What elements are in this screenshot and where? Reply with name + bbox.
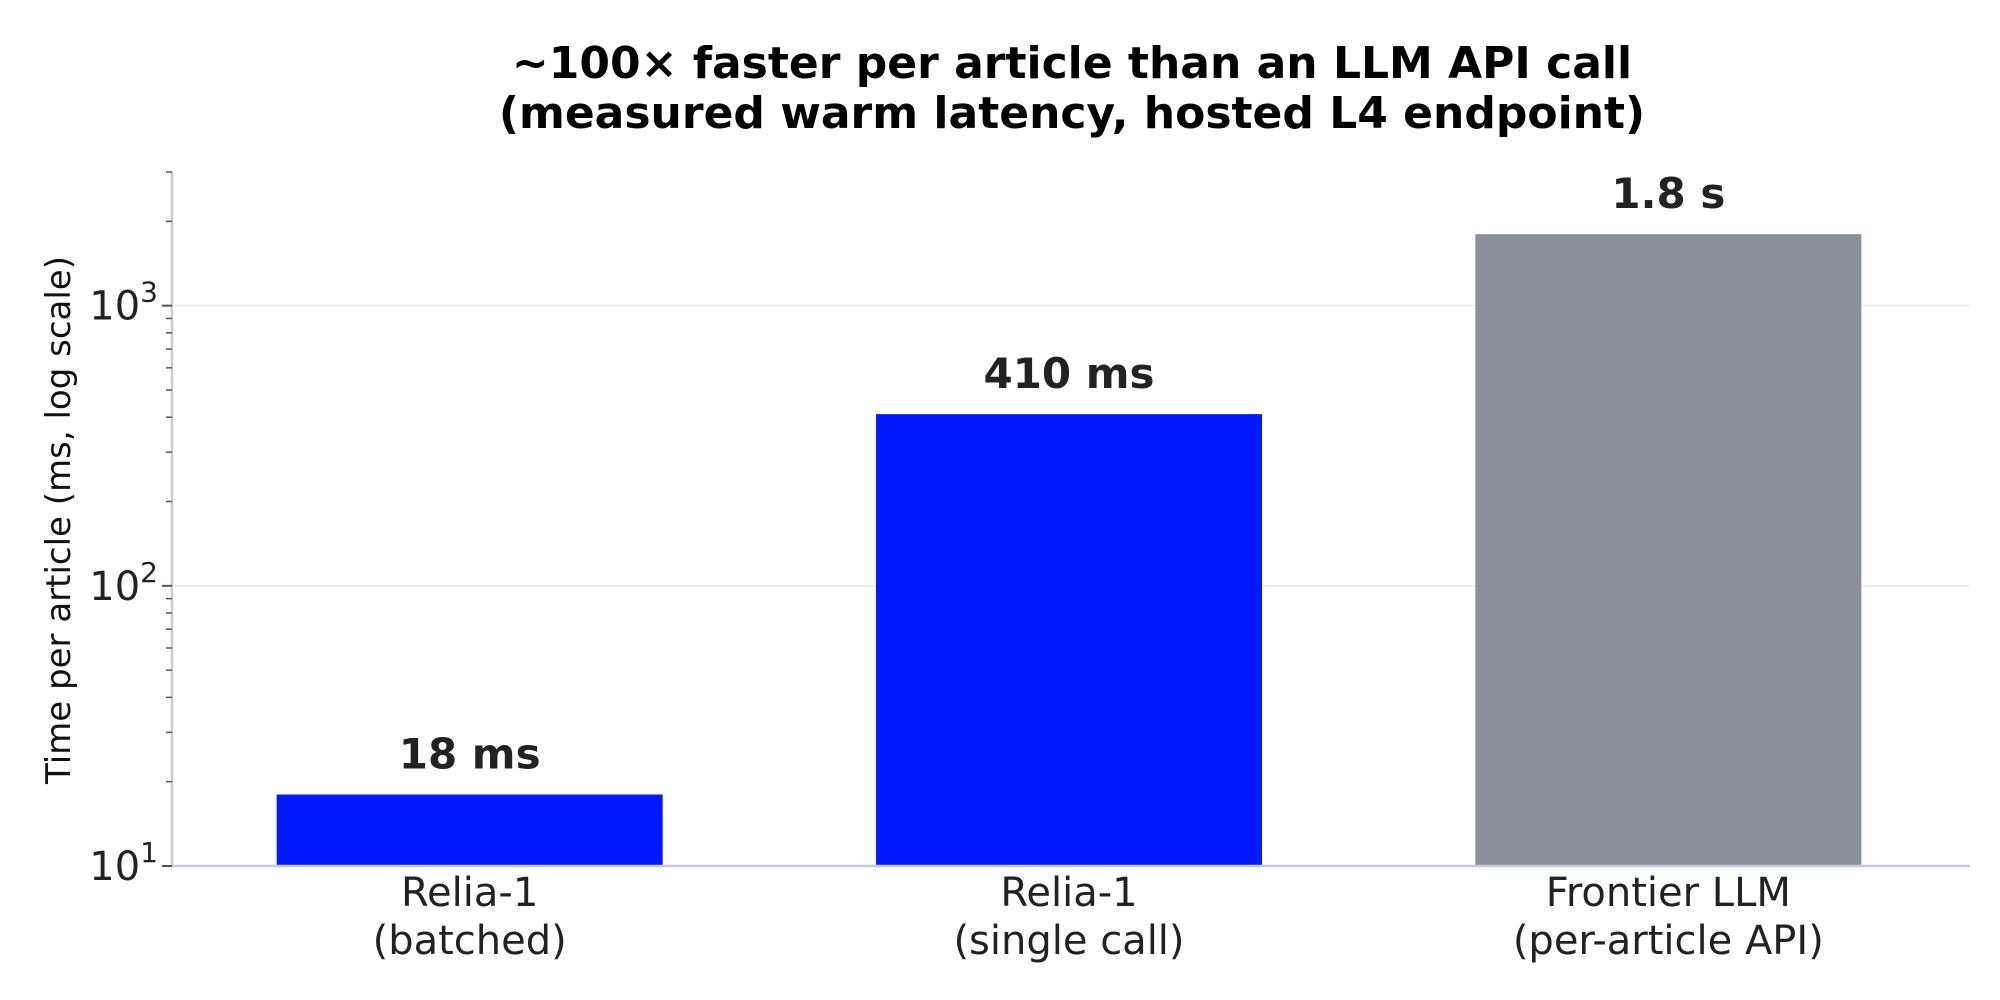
- y-axis-label: Time per article (ms, log scale): [39, 256, 79, 785]
- y-tick-labels: 101 102 103: [89, 276, 158, 890]
- y-tick-label: 103: [89, 276, 158, 330]
- bar-value-label: 18 ms: [399, 729, 541, 778]
- y-tick-label: 101: [89, 836, 158, 890]
- x-tick-label-line2: (batched): [373, 918, 567, 964]
- chart-title: ~100× faster per article than an LLM API…: [499, 38, 1645, 139]
- axes: [162, 171, 1970, 868]
- x-tick-label-line1: Relia-1: [1000, 870, 1137, 916]
- chart-subtitle-line: (measured warm latency, hosted L4 endpoi…: [499, 88, 1645, 139]
- x-tick-label-line1: Frontier LLM: [1546, 870, 1791, 916]
- bars: [276, 234, 1862, 866]
- bar: [1475, 234, 1862, 866]
- chart-title-line: ~100× faster per article than an LLM API…: [512, 38, 1632, 89]
- y-tick-label: 102: [89, 556, 158, 610]
- data-labels: 18 ms 410 ms 1.8 s: [399, 169, 1726, 778]
- x-tick-label-line2: (single call): [953, 918, 1184, 964]
- bar: [276, 794, 663, 866]
- bar: [876, 414, 1262, 866]
- bar-value-label: 1.8 s: [1611, 169, 1725, 218]
- bar-value-label: 410 ms: [983, 349, 1154, 398]
- x-tick-labels: Relia-1(batched)Relia-1(single call)Fron…: [373, 870, 1824, 964]
- x-tick-label-line2: (per-article API): [1513, 918, 1824, 964]
- x-tick-label-line1: Relia-1: [401, 870, 538, 916]
